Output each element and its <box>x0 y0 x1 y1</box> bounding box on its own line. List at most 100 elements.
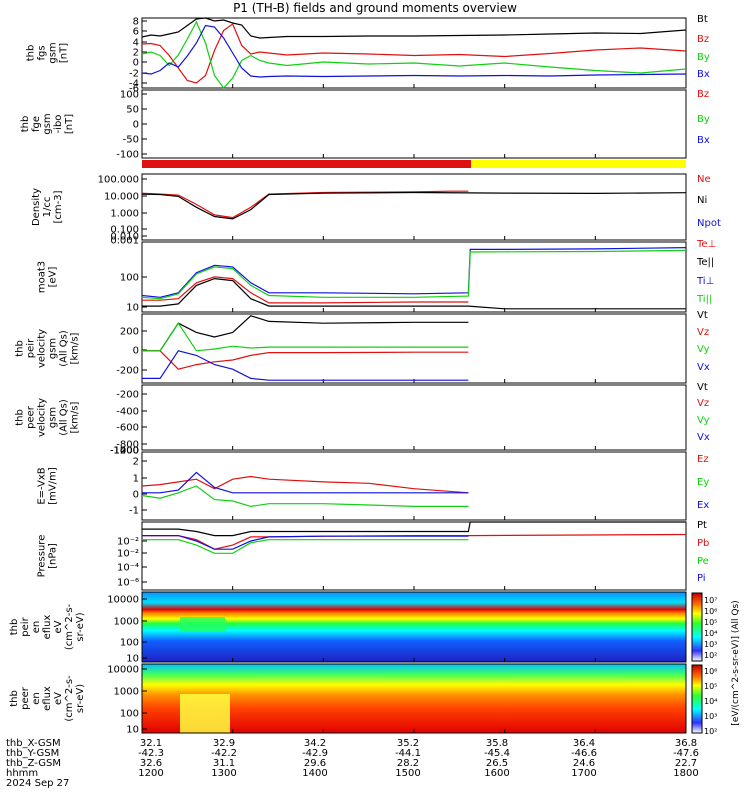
x-axis-value: 1400 <box>302 768 327 779</box>
x-axis-row-label: thb_Y-GSM <box>6 748 59 759</box>
legend-By: By <box>697 114 710 125</box>
y-tick-label: 0 <box>133 120 139 131</box>
y-tick-label: 0 <box>133 490 139 501</box>
y-tick-label: 100.000 <box>98 175 139 186</box>
x-axis-value: 28.2 <box>397 758 419 769</box>
x-axis-value: -44.1 <box>395 748 421 759</box>
colorbar-tick: 10³ <box>704 640 717 649</box>
panel-9: thbpeerenefluxeV(cm^2-s-sr-eV) 10000 1000 1… <box>9 663 687 736</box>
legend-Bx: Bx <box>697 135 710 146</box>
colorbar-tick: 10⁴ <box>704 629 717 638</box>
y-tick-label: 10⁻² <box>117 549 139 560</box>
panel-ylabel: thbpeirvelocitygsm(All Qs)[km/s] <box>15 329 81 368</box>
legend-Vx: Vx <box>697 362 710 373</box>
legend-Vx: Vx <box>697 432 710 443</box>
x-axis-value: 29.6 <box>304 758 326 769</box>
y-tick-label: -400 <box>116 407 139 418</box>
legend-Ti⊥: Ti⊥ <box>696 276 714 287</box>
panel-frame <box>141 451 687 521</box>
y-tick-label: 0 <box>133 58 139 69</box>
x-axis-value: 1500 <box>395 768 420 779</box>
x-axis-value: 1800 <box>673 768 698 779</box>
panel-frame <box>141 17 687 89</box>
legend-Vy: Vy <box>697 344 710 355</box>
legend-Npot: Npot <box>697 218 721 229</box>
y-tick-label: 10 <box>126 725 139 736</box>
y-tick-label: 8 <box>133 17 139 28</box>
panel-frame <box>141 384 687 451</box>
series-Bx <box>141 24 687 78</box>
y-tick-label: 1000 <box>114 617 139 628</box>
y-tick-label: 10⁻⁴ <box>117 563 139 574</box>
panel-3: moat3[eV] 100 10 Te⊥ Te|| Ti⊥ Ti|| <box>37 239 717 314</box>
y-tick-label: -4 <box>129 79 139 90</box>
panel-ylabel: thbpeirenefluxeV(cm^2-s-sr-eV) <box>9 603 86 650</box>
spectrogram-feature <box>180 617 225 632</box>
x-axis-value: -42.2 <box>211 748 237 759</box>
x-axis-value: 1600 <box>484 768 509 779</box>
y-tick-label: 10000 <box>107 595 139 606</box>
y-tick-label: 4 <box>133 38 139 49</box>
y-tick-label: 10000 <box>107 665 139 676</box>
y-tick-label: -6 <box>129 84 139 95</box>
legend-Ne: Ne <box>697 174 711 185</box>
legend-Bt: Bt <box>697 14 708 25</box>
legend-Te||: Te|| <box>696 257 714 268</box>
x-axis-value: 32.1 <box>140 738 162 749</box>
y-tick-label: 1000 <box>114 687 139 698</box>
panel-ylabel: E=-VxB[mV/m] <box>37 467 59 505</box>
y-tick-label: 0.010 <box>110 232 139 243</box>
legend-Pi: Pi <box>697 573 706 584</box>
panel-frame <box>141 521 687 591</box>
series-Pi <box>142 534 469 550</box>
y-tick-label: 0.001 <box>110 236 139 247</box>
y-tick-label: -50 <box>123 135 139 146</box>
series-Te⊥ <box>142 276 469 304</box>
series-Bz <box>141 23 687 84</box>
panel-2: Density1/cc[cm-3] 100.000 10.000 1.000 0.100… <box>31 173 721 247</box>
x-axis-value: 24.6 <box>573 758 595 769</box>
y-tick-label: 0.100 <box>110 225 139 236</box>
legend-Vt: Vt <box>697 382 708 393</box>
colorbar-tick: 10² <box>704 651 717 660</box>
y-tick-label: 200 <box>120 327 139 338</box>
series-Vx <box>142 350 469 381</box>
colorbar-label: [eV/(cm^2-s-sr-eV)] (All Qs) <box>731 600 741 725</box>
y-tick-label: 100 <box>120 638 139 649</box>
y-tick-label: -800 <box>116 440 139 451</box>
y-tick-label: 10.000 <box>104 192 139 203</box>
colorbar-tick: 10⁴ <box>704 697 717 706</box>
x-axis-row-label: hhmm <box>6 768 38 779</box>
colorbar-top <box>691 592 703 662</box>
legend-Bz: Bz <box>697 34 709 45</box>
y-tick-label: 0 <box>133 346 139 357</box>
x-axis-value: -46.6 <box>571 748 597 759</box>
x-axis-value: 36.4 <box>573 738 595 749</box>
colorbar-bottom <box>691 664 703 734</box>
y-tick-label: -200 <box>116 366 139 377</box>
x-axis-value: 1200 <box>138 768 163 779</box>
series-Te|| <box>142 277 686 310</box>
y-tick-label: 6 <box>133 27 139 38</box>
panel-ylabel: thbpeervelocitygsm(All Qs)[km/s] <box>15 398 81 437</box>
y-tick-label: -600 <box>116 423 139 434</box>
x-axis-value: 22.7 <box>675 758 697 769</box>
legend-Vy: Vy <box>697 415 710 426</box>
x-axis-value: 35.8 <box>486 738 508 749</box>
colorbar-tick: 10³ <box>704 712 717 721</box>
panel-ylabel: moat3[eV] <box>37 261 59 293</box>
x-axis-value: 26.5 <box>486 758 508 769</box>
colorbar-tick: 10² <box>704 727 717 736</box>
y-tick-label: 10 <box>126 303 139 314</box>
y-tick-label: 1.000 <box>110 209 139 220</box>
panel-ylabel: thbfgsgsm[nT] <box>26 42 70 63</box>
legend-Ex: Ex <box>697 500 709 511</box>
colorbar-tick: 10⁷ <box>704 596 717 605</box>
colorbar-tick: 10⁵ <box>704 682 717 691</box>
series-Ey <box>141 485 469 508</box>
series-Vz <box>142 350 469 370</box>
chart-title: P1 (TH-B) fields and ground moments over… <box>233 1 517 15</box>
y-tick-label: -200 <box>116 390 139 401</box>
